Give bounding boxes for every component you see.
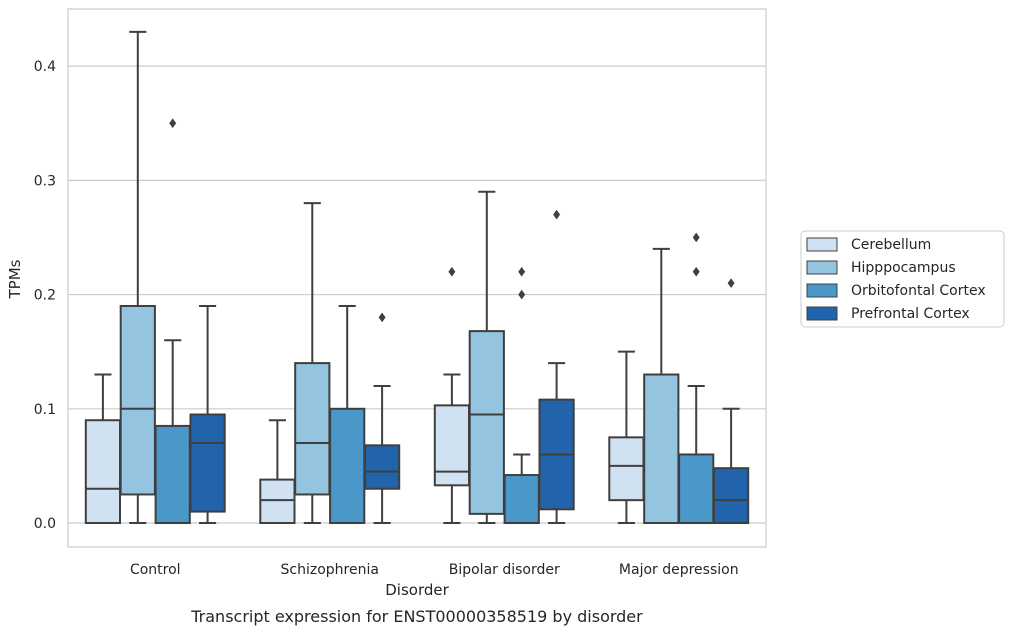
y-axis-label: TPMs — [6, 259, 24, 299]
x-tick-label: Control — [130, 562, 181, 578]
outlier-point — [169, 118, 177, 129]
box-iqr — [363, 444, 401, 490]
legend-label: Orbitofontal Cortex — [851, 283, 986, 299]
x-tick-label: Bipolar disorder — [449, 562, 560, 578]
box-hipppocampus — [643, 247, 680, 525]
box-hipppocampus — [119, 30, 156, 525]
outlier-point — [553, 209, 561, 220]
box-iqr — [433, 404, 471, 487]
box-iqr — [329, 407, 366, 525]
box-cerebellum — [84, 373, 122, 525]
box-marks — [84, 30, 750, 525]
legend-label: Prefrontal Cortex — [851, 306, 970, 322]
y-tick-label: 0.4 — [34, 59, 56, 75]
box-orbitofontal-cortex — [503, 266, 540, 525]
box-prefrontal-cortex — [189, 304, 226, 525]
box-iqr — [712, 467, 750, 525]
outlier-point — [518, 289, 526, 300]
x-tick-label: Major depression — [619, 562, 739, 578]
box-orbitofontal-cortex — [678, 232, 715, 525]
box-iqr — [678, 453, 715, 525]
box-prefrontal-cortex — [712, 278, 750, 525]
box-orbitofontal-cortex — [154, 118, 191, 525]
legend-label: Cerebellum — [851, 237, 931, 253]
y-tick-label: 0.0 — [34, 516, 56, 532]
box-iqr — [643, 373, 680, 525]
box-hipppocampus — [294, 202, 331, 525]
box-iqr — [154, 424, 191, 525]
figure-caption: Transcript expression for ENST0000035851… — [190, 607, 643, 626]
legend-swatch — [806, 237, 838, 252]
legend-swatch — [806, 283, 838, 298]
outlier-point — [692, 266, 700, 277]
outlier-point — [448, 266, 456, 277]
box-prefrontal-cortex — [538, 209, 575, 525]
y-tick-label: 0.1 — [34, 402, 56, 418]
box-iqr — [84, 419, 122, 525]
outlier-point — [692, 232, 700, 243]
plot-frame — [67, 8, 767, 548]
x-axis-label: Disorder — [385, 581, 449, 599]
box-iqr — [119, 304, 156, 496]
outlier-point — [727, 278, 735, 289]
legend: Cerebellum Hipppocampus Orbitofontal Corte… — [800, 230, 1005, 328]
y-tick-labels: 0.0 0.1 0.2 0.3 0.4 — [34, 59, 56, 532]
legend-frame — [800, 230, 1005, 328]
box-cerebellum — [259, 419, 296, 525]
x-tick-label: Schizophrenia — [281, 562, 379, 578]
legend-label: Hipppocampus — [851, 260, 956, 276]
legend-swatch — [806, 260, 838, 275]
box-prefrontal-cortex — [363, 312, 401, 525]
box-orbitofontal-cortex — [329, 304, 366, 525]
legend-swatch — [806, 306, 838, 321]
box-cerebellum — [608, 350, 645, 525]
y-tick-label: 0.2 — [34, 288, 56, 304]
y-tick-label: 0.3 — [34, 173, 56, 189]
box-iqr — [189, 413, 226, 513]
box-iqr — [294, 362, 331, 496]
outlier-point — [518, 266, 526, 277]
outlier-point — [378, 312, 386, 323]
box-iqr — [259, 478, 296, 525]
box-cerebellum — [433, 266, 471, 525]
box-iqr — [468, 330, 505, 515]
box-iqr — [608, 436, 645, 502]
box-iqr — [503, 474, 540, 525]
box-hipppocampus — [468, 190, 505, 525]
x-tick-labels: Control Schizophrenia Bipolar disorder Majo… — [130, 562, 739, 578]
